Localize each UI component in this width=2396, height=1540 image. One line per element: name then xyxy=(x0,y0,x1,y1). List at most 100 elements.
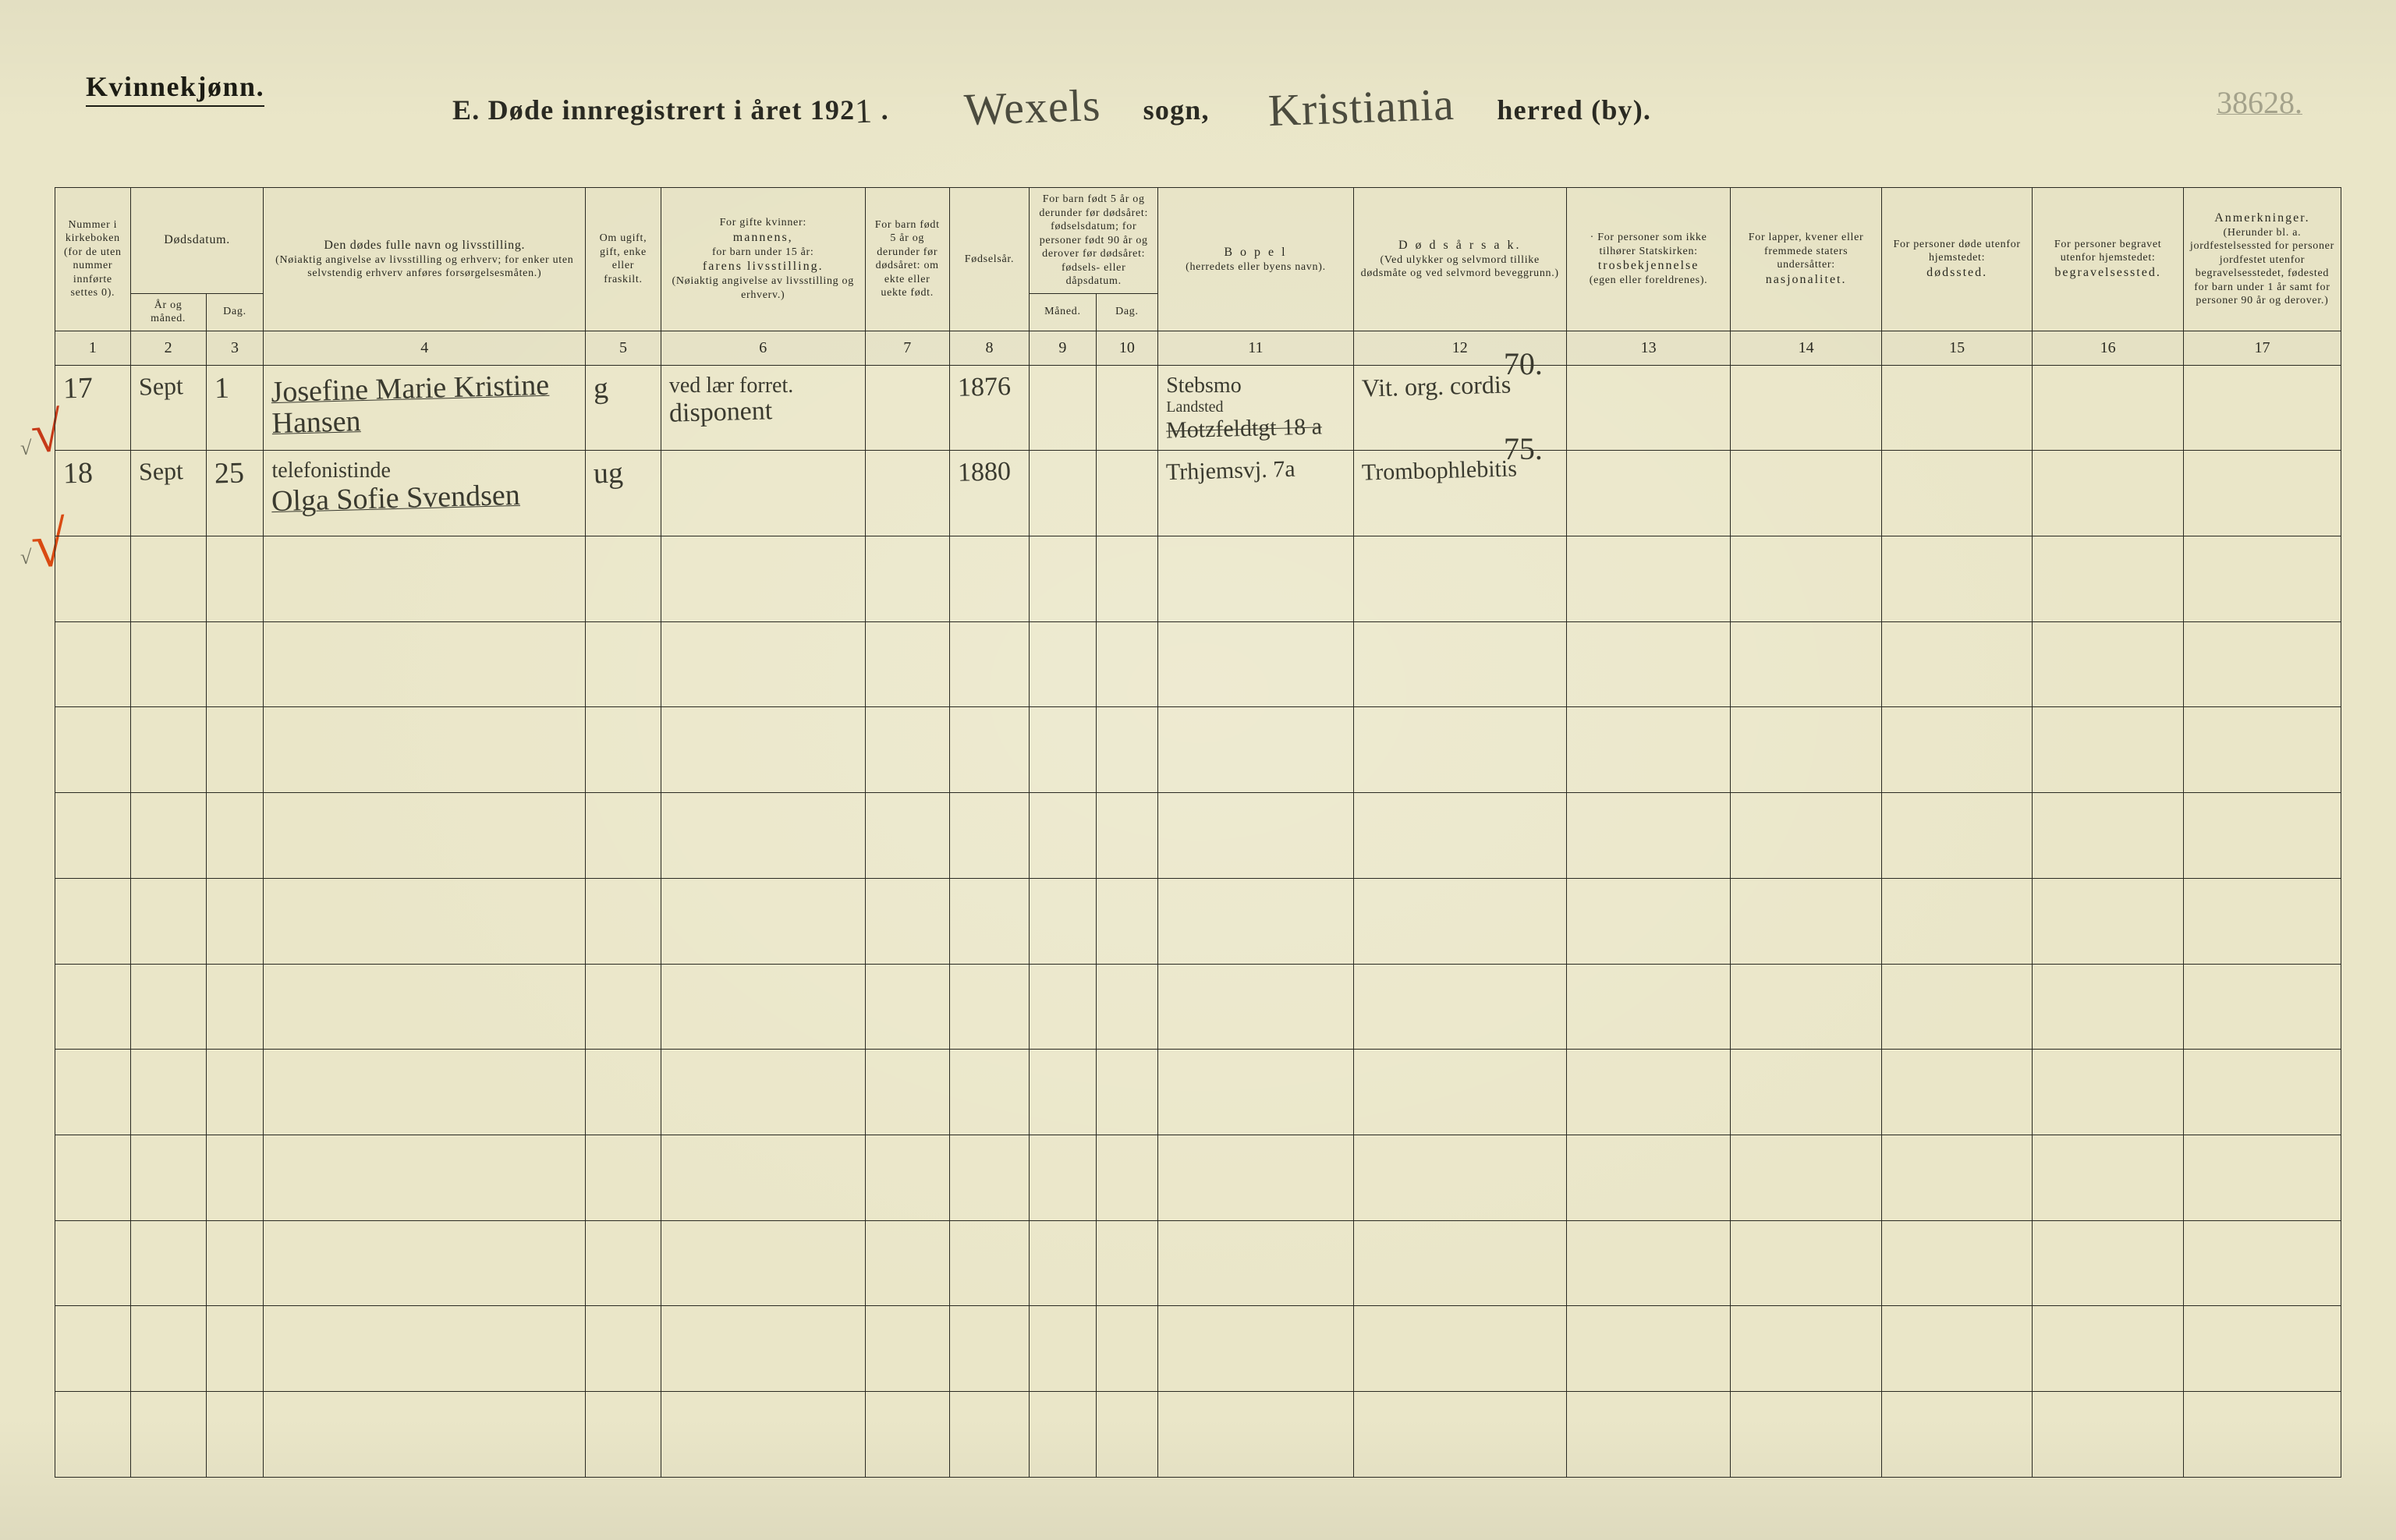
cell-c2: Sept xyxy=(130,365,206,451)
empty-cell xyxy=(55,621,131,707)
empty-cell xyxy=(130,707,206,793)
colnum: 16 xyxy=(2033,331,2184,365)
empty-cell xyxy=(264,621,586,707)
empty-cell xyxy=(264,1306,586,1392)
cell-c4: Josefine Marie Kristine Hansen xyxy=(264,365,586,451)
empty-cell xyxy=(2183,707,2341,793)
empty-cell xyxy=(1158,536,1353,621)
empty-cell xyxy=(1030,1306,1096,1392)
empty-cell xyxy=(661,1220,865,1306)
empty-cell xyxy=(1353,1392,1566,1478)
col-head-15: For personer døde utenfor hjemstedet: dø… xyxy=(1881,188,2033,331)
empty-cell xyxy=(949,707,1029,793)
col-head-10: Dag. xyxy=(1096,293,1158,331)
table-body-empty xyxy=(55,536,2341,1477)
empty-cell xyxy=(130,621,206,707)
column-number-row: 1 2 3 4 5 6 7 8 9 10 11 12 13 14 xyxy=(55,331,2341,365)
empty-cell xyxy=(865,621,949,707)
empty-cell xyxy=(1353,878,1566,964)
cell-c9 xyxy=(1030,365,1096,451)
empty-cell xyxy=(949,1050,1029,1135)
empty-cell xyxy=(865,707,949,793)
empty-cell xyxy=(1881,878,2033,964)
empty-cell xyxy=(1731,621,1882,707)
empty-cell xyxy=(661,1306,865,1392)
empty-cell xyxy=(1096,964,1158,1050)
cell-c10 xyxy=(1096,365,1158,451)
empty-cell xyxy=(1566,878,1731,964)
empty-cell xyxy=(2183,1392,2341,1478)
empty-cell xyxy=(1731,1306,1882,1392)
empty-cell xyxy=(1566,536,1731,621)
empty-cell xyxy=(949,793,1029,879)
empty-cell xyxy=(865,878,949,964)
empty-cell xyxy=(2183,621,2341,707)
colnum: 17 xyxy=(2183,331,2341,365)
empty-cell xyxy=(1566,1220,1731,1306)
table-head: Nummer i kirke­boken (for de uten nummer… xyxy=(55,188,2341,366)
empty-cell xyxy=(586,1392,661,1478)
empty-cell xyxy=(661,1135,865,1220)
empty-cell xyxy=(2033,707,2184,793)
empty-cell xyxy=(949,621,1029,707)
empty-cell xyxy=(1030,1135,1096,1220)
empty-cell xyxy=(1881,1135,2033,1220)
empty-cell xyxy=(264,1220,586,1306)
empty-cell xyxy=(661,1050,865,1135)
table-row xyxy=(55,793,2341,879)
empty-cell xyxy=(1353,621,1566,707)
cell-c5: g xyxy=(586,365,661,451)
empty-cell xyxy=(1353,536,1566,621)
empty-cell xyxy=(1030,1050,1096,1135)
herred-handwritten: Kristiania xyxy=(1256,77,1466,136)
col-head-14: For lapper, kvener eller fremmede stater… xyxy=(1731,188,1882,331)
cell-c8: 1876 xyxy=(949,365,1029,451)
empty-cell xyxy=(264,878,586,964)
empty-cell xyxy=(1096,1050,1158,1135)
cell-c5: ug xyxy=(586,451,661,536)
empty-cell xyxy=(1731,878,1882,964)
empty-cell xyxy=(2183,1050,2341,1135)
empty-cell xyxy=(55,964,131,1050)
empty-cell xyxy=(1731,964,1882,1050)
empty-cell xyxy=(1881,1220,2033,1306)
col-head-17: Anmerkninger. (Herunder bl. a. jordfeste… xyxy=(2183,188,2341,331)
empty-cell xyxy=(586,621,661,707)
col-head-7: For barn født 5 år og derunder før døds­… xyxy=(865,188,949,331)
cell-c7 xyxy=(865,365,949,451)
empty-cell xyxy=(1096,1220,1158,1306)
empty-cell xyxy=(1030,878,1096,964)
cell-c8: 1880 xyxy=(949,451,1029,536)
empty-cell xyxy=(130,1135,206,1220)
empty-cell xyxy=(1030,964,1096,1050)
empty-cell xyxy=(1566,621,1731,707)
empty-cell xyxy=(1353,1050,1566,1135)
col-head-8: Fødsels­år. xyxy=(949,188,1029,331)
empty-cell xyxy=(1158,1050,1353,1135)
cell-c15 xyxy=(1881,365,2033,451)
cell-c3: 25 xyxy=(206,451,264,536)
empty-cell xyxy=(2033,1135,2184,1220)
empty-cell xyxy=(1731,1050,1882,1135)
empty-cell xyxy=(1731,707,1882,793)
table-row xyxy=(55,1392,2341,1478)
empty-cell xyxy=(949,878,1029,964)
colnum: 1 xyxy=(55,331,131,365)
empty-cell xyxy=(1158,1392,1353,1478)
colnum: 5 xyxy=(586,331,661,365)
sheet-inner: √ √ √ √ Kvinnekjønn. E. Døde innregistre… xyxy=(31,31,2365,1509)
cell-c7 xyxy=(865,451,949,536)
empty-cell xyxy=(1030,536,1096,621)
empty-cell xyxy=(130,964,206,1050)
colnum: 15 xyxy=(1881,331,2033,365)
empty-cell xyxy=(586,536,661,621)
empty-cell xyxy=(661,964,865,1050)
empty-cell xyxy=(1158,1306,1353,1392)
empty-cell xyxy=(264,707,586,793)
empty-cell xyxy=(2033,793,2184,879)
empty-cell xyxy=(865,536,949,621)
empty-cell xyxy=(1096,793,1158,879)
empty-cell xyxy=(1566,793,1731,879)
col-head-dodsdatum: Dødsdatum. xyxy=(130,188,264,294)
empty-cell xyxy=(264,1050,586,1135)
